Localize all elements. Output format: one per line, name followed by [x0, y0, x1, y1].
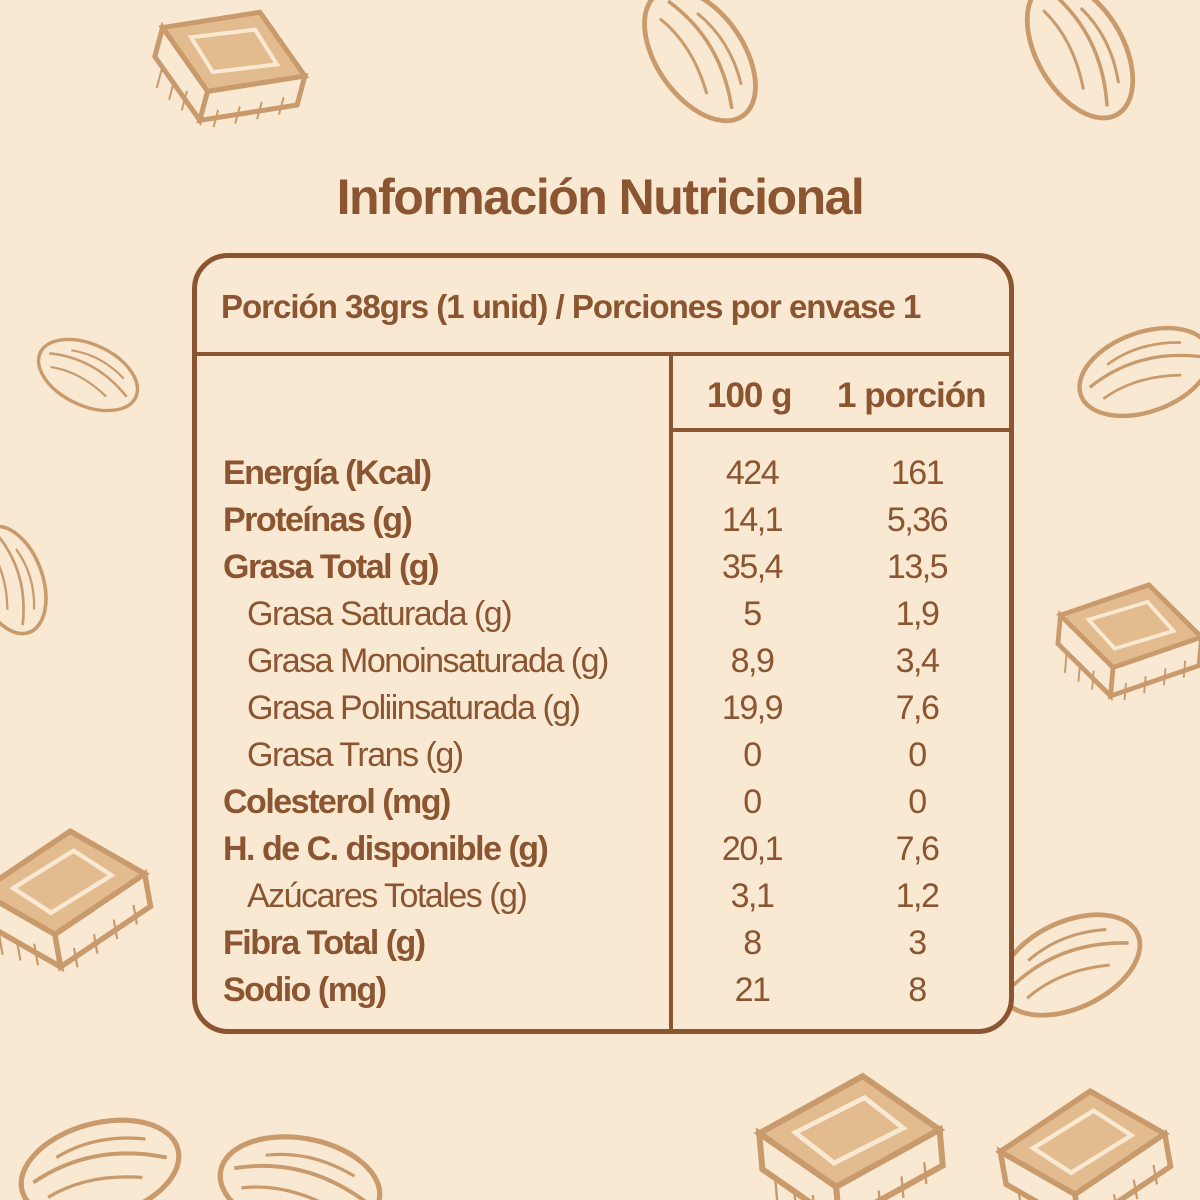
value-portion: 1,9 — [895, 595, 940, 633]
table-row: Energía (Kcal) 424 161 — [197, 450, 1009, 497]
nutrient-label: Grasa Total (g) — [223, 548, 439, 586]
nutrient-rows: Energía (Kcal) 424 161 Proteínas (g) 14,1 5,… — [197, 450, 1009, 1014]
nutrient-label: Fibra Total (g) — [223, 924, 426, 962]
value-portion: 13,5 — [886, 548, 949, 586]
nutrient-label: Grasa Poliinsaturada (g) — [247, 689, 581, 727]
value-portion: 0 — [908, 736, 927, 774]
value-portion: 3 — [908, 924, 927, 962]
value-portion: 3,4 — [895, 642, 940, 680]
value-100g: 14,1 — [721, 501, 784, 539]
nutrient-label: H. de C. disponible (g) — [223, 830, 549, 868]
almond-icon — [1005, 0, 1154, 136]
table-row: Azúcares Totales (g) 3,1 1,2 — [197, 873, 1009, 920]
value-portion: 161 — [890, 454, 945, 492]
almond-icon — [25, 323, 151, 427]
value-portion: 7,6 — [895, 689, 940, 727]
value-100g: 0 — [743, 783, 762, 821]
nutrient-label: Grasa Monoinsaturada (g) — [247, 642, 609, 680]
column-header-100g: 100 g — [707, 376, 792, 415]
nutrient-label: Azúcares Totales (g) — [247, 877, 528, 915]
column-divider — [669, 356, 673, 1029]
nutrient-label: Sodio (mg) — [223, 971, 387, 1009]
divider — [197, 352, 1009, 356]
nutrition-table: Porción 38grs (1 unid) / Porciones por e… — [192, 253, 1014, 1034]
nutrient-label: Grasa Trans (g) — [247, 736, 464, 774]
serving-info: Porción 38grs (1 unid) / Porciones por e… — [221, 288, 921, 325]
page-title: Información Nutricional — [336, 169, 865, 225]
almond-icon — [212, 1125, 387, 1200]
nutrient-label: Colesterol (mg) — [223, 783, 451, 821]
table-row: Proteínas (g) 14,1 5,36 — [197, 497, 1009, 544]
value-100g: 8,9 — [730, 642, 775, 680]
chocolate-piece-icon — [1054, 577, 1200, 706]
chocolate-piece-icon — [141, 0, 318, 147]
table-row: Sodio (mg) 21 8 — [197, 967, 1009, 1014]
table-row: Grasa Trans (g) 0 0 — [197, 732, 1009, 779]
value-portion: 1,2 — [895, 877, 940, 915]
value-100g: 424 — [725, 454, 780, 492]
nutrient-label: Energía (Kcal) — [223, 454, 432, 492]
value-portion: 7,6 — [895, 830, 940, 868]
value-portion: 5,36 — [886, 501, 949, 539]
value-portion: 8 — [908, 971, 927, 1009]
almond-icon — [10, 1104, 190, 1200]
value-100g: 19,9 — [721, 689, 784, 727]
table-row: Colesterol (mg) 0 0 — [197, 779, 1009, 826]
value-portion: 0 — [908, 783, 927, 821]
table-row: Grasa Poliinsaturada (g) 19,9 7,6 — [197, 685, 1009, 732]
chocolate-piece-icon — [993, 1080, 1179, 1200]
table-row: Fibra Total (g) 8 3 — [197, 920, 1009, 967]
column-header-portion: 1 porción — [837, 376, 987, 415]
nutrient-label: Grasa Saturada (g) — [247, 595, 513, 633]
nutrient-label: Proteínas (g) — [223, 501, 413, 539]
value-100g: 21 — [734, 971, 771, 1009]
almond-icon — [622, 0, 778, 141]
table-row: Grasa Total (g) 35,4 13,5 — [197, 544, 1009, 591]
value-100g: 35,4 — [721, 548, 784, 586]
table-row: Grasa Monoinsaturada (g) 8,9 3,4 — [197, 638, 1009, 685]
chocolate-piece-icon — [0, 820, 159, 982]
value-100g: 5 — [743, 595, 762, 633]
almond-icon — [1067, 311, 1200, 432]
header-divider — [673, 428, 1009, 432]
chocolate-piece-icon — [755, 1070, 947, 1200]
value-100g: 0 — [743, 736, 762, 774]
value-100g: 8 — [743, 924, 762, 962]
almond-icon — [0, 514, 62, 646]
table-row: Grasa Saturada (g) 5 1,9 — [197, 591, 1009, 638]
value-100g: 3,1 — [730, 877, 775, 915]
table-row: H. de C. disponible (g) 20,1 7,6 — [197, 826, 1009, 873]
value-100g: 20,1 — [721, 830, 784, 868]
